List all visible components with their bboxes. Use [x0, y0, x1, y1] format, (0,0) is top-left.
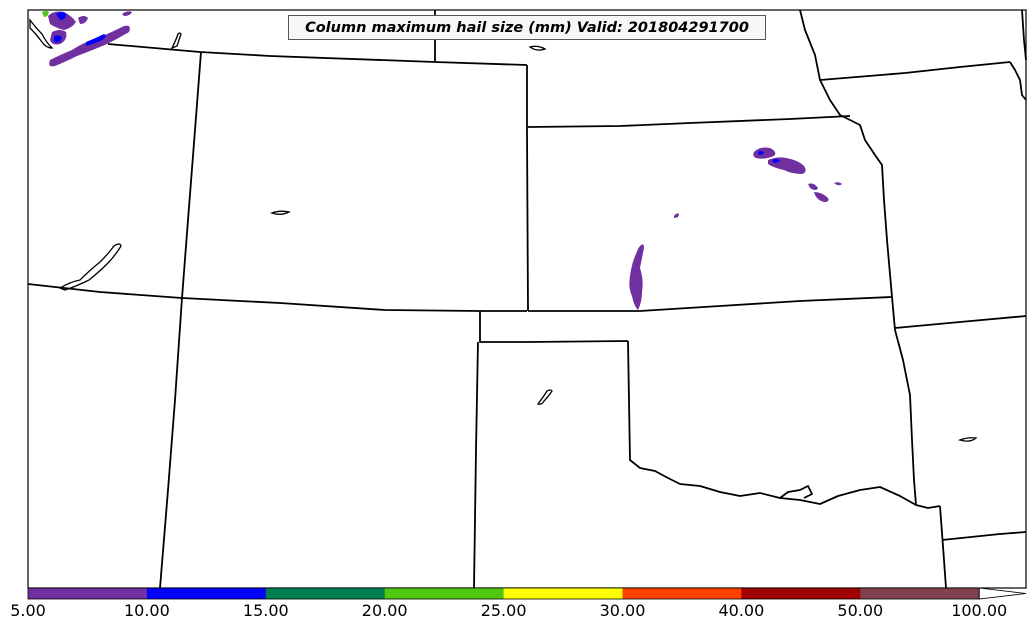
colorbar-segment	[28, 588, 148, 599]
colorbar-tick-label: 5.00	[10, 601, 46, 620]
hail-contours	[42, 11, 842, 310]
hail-area	[49, 25, 130, 67]
colorbar-segment	[860, 588, 980, 599]
hail-area	[122, 11, 132, 16]
hail-area	[56, 12, 66, 20]
colorbar-outline	[27, 587, 980, 600]
hail-area	[78, 16, 88, 24]
colorbar-segment	[622, 588, 742, 599]
colorbar-segment	[741, 588, 861, 599]
colorbar-tick-label: 20.00	[361, 601, 408, 620]
state-boundaries	[27, 9, 1027, 589]
hail-area	[834, 182, 842, 186]
hail-area	[808, 183, 818, 190]
colorbar-segment	[146, 588, 267, 599]
hail-area	[86, 34, 106, 46]
colorbar-tick-label: 40.00	[718, 601, 765, 620]
map-title: Column maximum hail size (mm) Valid: 201…	[288, 15, 766, 40]
hail-area	[42, 11, 49, 17]
colorbar-tick-label: 25.00	[480, 601, 527, 620]
hail-area	[54, 35, 62, 43]
hail-area	[48, 11, 76, 30]
hail-area	[772, 159, 780, 163]
colorbar-segment	[503, 588, 623, 599]
hail-area	[758, 151, 764, 155]
colorbar-segment	[384, 588, 505, 599]
colorbar-tick-label: 100.00	[951, 601, 1008, 620]
hail-area	[753, 147, 776, 159]
colorbar-tick-label: 15.00	[242, 601, 289, 620]
hail-area	[674, 213, 679, 218]
colorbar	[27, 587, 1027, 600]
hail-area	[814, 192, 829, 202]
lake-outlines	[29, 18, 978, 442]
hail-area	[629, 244, 644, 310]
colorbar-tick-label: 50.00	[837, 601, 884, 620]
colorbar-segment	[265, 588, 386, 599]
colorbar-extend-arrow	[978, 587, 1027, 600]
colorbar-tick-label: 30.00	[599, 601, 646, 620]
colorbar-tick-label: 10.00	[123, 601, 170, 620]
